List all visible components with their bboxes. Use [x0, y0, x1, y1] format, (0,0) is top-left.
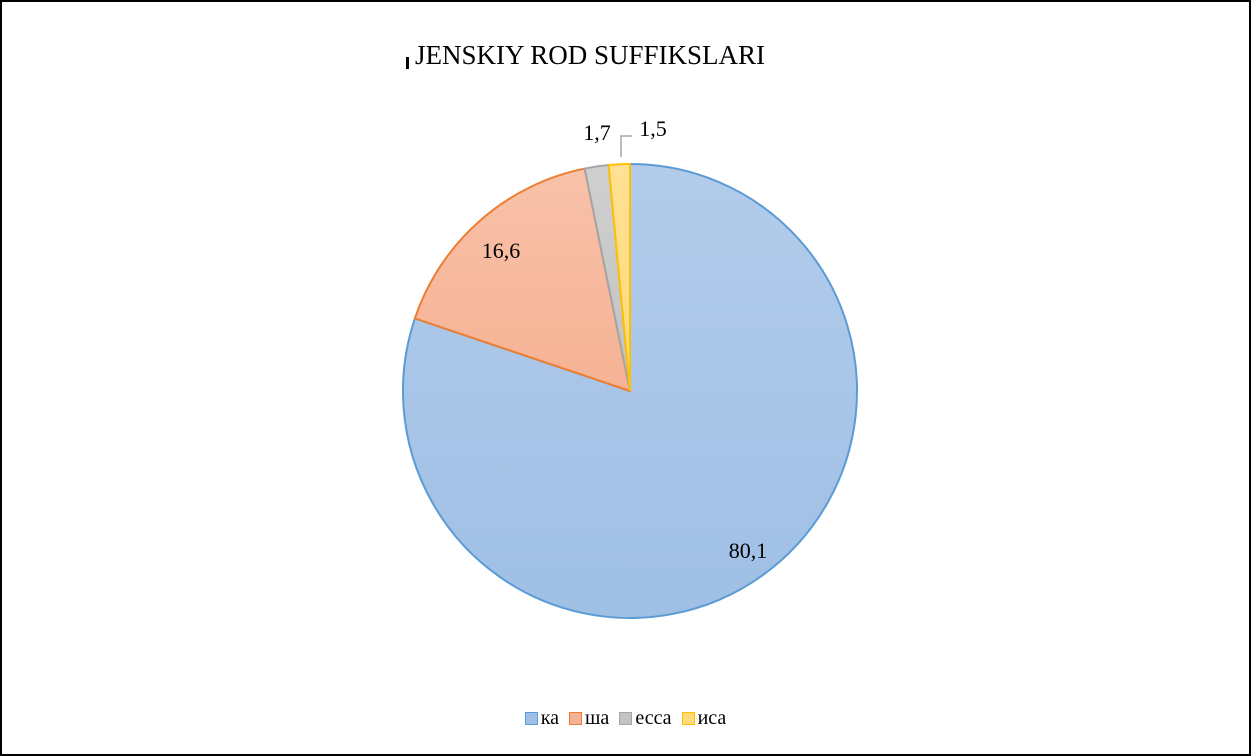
legend-swatch	[524, 712, 538, 725]
chart-title: JENSKIY ROD SUFFIKSLARI	[415, 40, 766, 70]
data-label-ка: 80,1	[729, 538, 768, 563]
legend-swatch	[681, 712, 695, 725]
legend: ка ша есса иса	[0, 707, 1251, 730]
legend-label: ша	[585, 707, 610, 729]
title-marker	[406, 57, 409, 69]
legend-label: есса	[635, 707, 672, 729]
legend-item-ка: ка	[524, 707, 560, 730]
pie-slice-иса	[607, 162, 631, 392]
data-label-иса: 1,5	[639, 116, 667, 141]
legend-swatch	[569, 712, 583, 725]
pie-slice-ка	[402, 162, 858, 619]
legend-item-иса: иса	[681, 707, 727, 730]
legend-item-есса: есса	[619, 707, 672, 730]
data-label-ша: 16,6	[482, 238, 521, 263]
legend-label: ка	[540, 707, 560, 729]
leader-line	[620, 135, 632, 157]
data-label-есса: 1,7	[583, 120, 611, 145]
legend-swatch	[619, 712, 633, 725]
pie-slice-ша	[413, 167, 632, 393]
legend-item-ша: ша	[569, 707, 609, 730]
legend-label: иса	[697, 707, 727, 729]
